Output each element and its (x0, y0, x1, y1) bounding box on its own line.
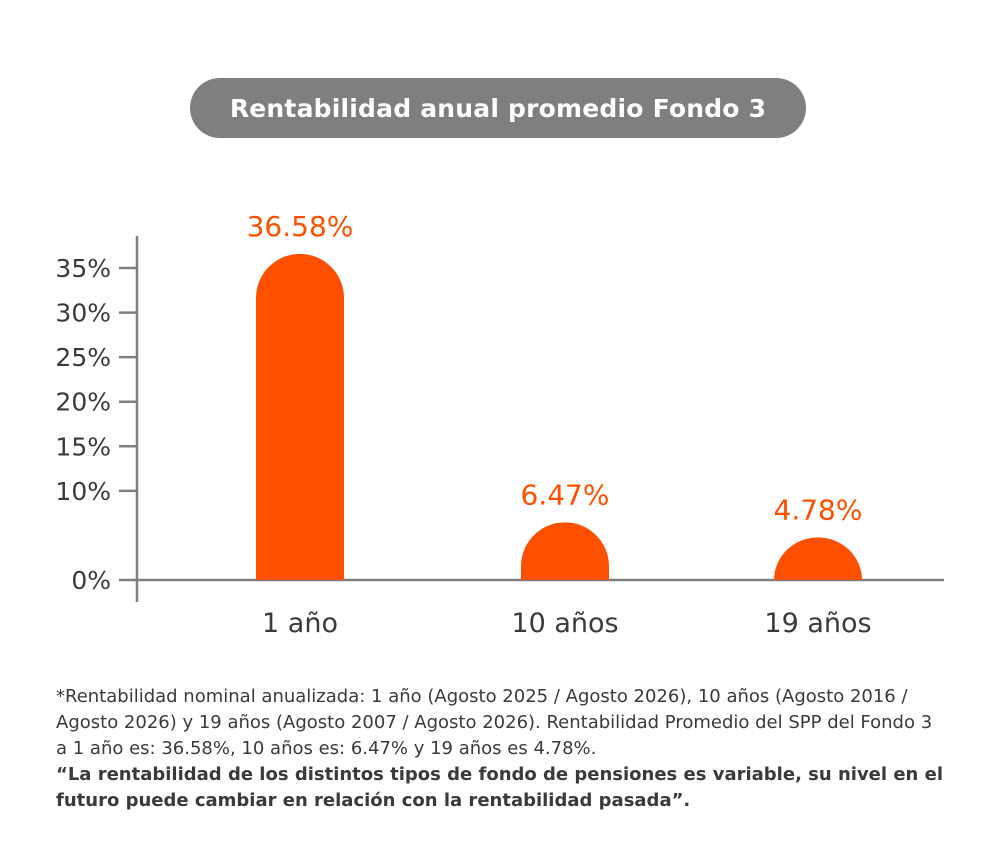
bar-chart: 0% 10% 15% 20% 25% 30% 35% 36.58% 1 año 6.47% 10 a… (55, 210, 944, 639)
bar-value-label: 4.78% (774, 493, 863, 526)
x-category-label: 1 año (262, 608, 338, 639)
x-category-label: 19 años (764, 608, 871, 639)
footnote-disclaimer: “La rentabilidad de los distintos tipos … (56, 764, 943, 811)
y-tick-label: 25% (55, 343, 111, 372)
bar (774, 537, 862, 580)
y-tick-label: 35% (55, 254, 111, 283)
footnote: *Rentabilidad nominal anualizada: 1 año … (56, 684, 946, 814)
y-tick-label: 15% (55, 432, 111, 461)
chart-title: Rentabilidad anual promedio Fondo 3 (190, 78, 806, 138)
bar-value-label: 6.47% (521, 478, 610, 511)
footnote-note: *Rentabilidad nominal anualizada: 1 año … (56, 686, 933, 759)
bar (256, 253, 344, 580)
y-tick-label: 0% (71, 566, 111, 595)
bar (521, 522, 609, 580)
x-category-label: 10 años (511, 608, 618, 639)
y-tick-label: 10% (55, 477, 111, 506)
y-tick-label: 20% (55, 388, 111, 417)
y-tick-label: 30% (55, 299, 111, 328)
bar-value-label: 36.58% (247, 210, 354, 243)
